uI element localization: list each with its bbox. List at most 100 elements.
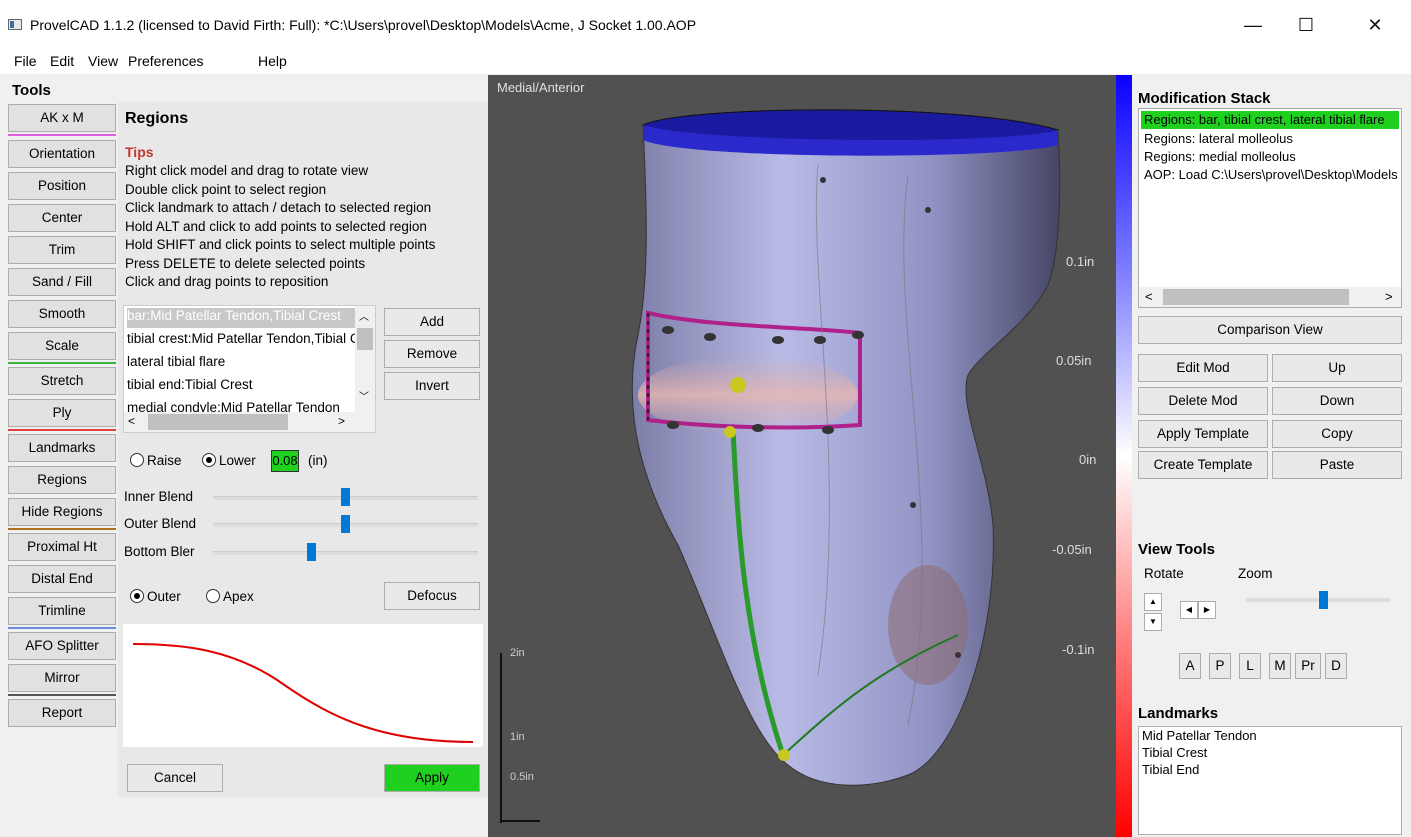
rotate-down-icon[interactable]: ▼ (1144, 613, 1162, 631)
apex-radio[interactable]: Apex (206, 589, 254, 604)
tool-distal-end-button[interactable]: Distal End (8, 565, 116, 593)
socket-model (631, 109, 1061, 786)
scroll-right-icon[interactable]: > (1385, 289, 1393, 304)
view-lateral-button[interactable]: L (1239, 653, 1261, 679)
list-item[interactable]: bar:Mid Patellar Tendon,Tibial Crest (127, 308, 355, 328)
scroll-thumb[interactable] (148, 414, 288, 430)
tool-proximal-ht-button[interactable]: Proximal Ht (8, 533, 116, 561)
menu-file[interactable]: File (14, 53, 37, 69)
maximize-button[interactable]: ☐ (1297, 15, 1315, 35)
edit-mod-button[interactable]: Edit Mod (1138, 354, 1268, 382)
list-item[interactable]: AOP: Load C:\Users\provel\Desktop\Models (1144, 167, 1398, 182)
tool-position-button[interactable]: Position (8, 172, 116, 200)
view-anterior-button[interactable]: A (1179, 653, 1201, 679)
separator (8, 362, 116, 364)
mod-stack-hscrollbar[interactable]: < > (1139, 287, 1401, 307)
comparison-view-button[interactable]: Comparison View (1138, 316, 1402, 344)
view-proximal-button[interactable]: Pr (1295, 653, 1321, 679)
outer-radio[interactable]: Outer (130, 589, 181, 604)
zoom-slider[interactable] (1246, 598, 1390, 602)
view-distal-button[interactable]: D (1325, 653, 1347, 679)
regions-list[interactable]: bar:Mid Patellar Tendon,Tibial Crest tib… (123, 305, 376, 433)
remove-button[interactable]: Remove (384, 340, 480, 368)
list-item[interactable]: Mid Patellar Tendon (1142, 728, 1257, 743)
tool-trimline-button[interactable]: Trimline (8, 597, 116, 625)
paste-button[interactable]: Paste (1272, 451, 1402, 479)
tool-afo-splitter-button[interactable]: AFO Splitter (8, 632, 116, 660)
bottom-blend-slider[interactable] (213, 551, 478, 555)
raise-label: Raise (147, 453, 182, 468)
scroll-thumb[interactable] (1163, 289, 1349, 305)
list-item[interactable]: tibial end:Tibial Crest (127, 377, 253, 392)
tool-orientation-button[interactable]: Orientation (8, 140, 116, 168)
add-button[interactable]: Add (384, 308, 480, 336)
tool-smooth-button[interactable]: Smooth (8, 300, 116, 328)
scroll-left-icon[interactable]: < (1145, 289, 1153, 304)
list-item[interactable]: tibial crest:Mid Patellar Tendon,Tibial … (127, 331, 355, 346)
up-button[interactable]: Up (1272, 354, 1402, 382)
create-template-button[interactable]: Create Template (1138, 451, 1268, 479)
model-viewport[interactable]: Medial/Anterior (488, 75, 1116, 837)
apply-template-button[interactable]: Apply Template (1138, 420, 1268, 448)
list-item[interactable]: Tibial End (1142, 762, 1200, 777)
list-item[interactable]: Tibial Crest (1142, 745, 1208, 760)
slider-thumb[interactable] (341, 488, 350, 506)
close-button[interactable]: ✕ (1367, 15, 1383, 35)
menu-edit[interactable]: Edit (50, 53, 75, 69)
landmarks-list[interactable]: Mid Patellar Tendon Tibial Crest Tibial … (1138, 726, 1402, 835)
defocus-button[interactable]: Defocus (384, 582, 480, 610)
view-posterior-button[interactable]: P (1209, 653, 1231, 679)
title-bar: ProvelCAD 1.1.2 (licensed to David Firth… (0, 0, 1411, 50)
minimize-button[interactable]: — (1244, 15, 1262, 35)
view-medial-button[interactable]: M (1269, 653, 1291, 679)
tool-ply-button[interactable]: Ply (8, 399, 116, 427)
delete-mod-button[interactable]: Delete Mod (1138, 387, 1268, 415)
tool-sand-fill-button[interactable]: Sand / Fill (8, 268, 116, 296)
menu-preferences[interactable]: Preferences (128, 53, 204, 69)
cancel-button[interactable]: Cancel (127, 764, 223, 792)
scroll-right-icon[interactable]: > (338, 414, 346, 428)
down-button[interactable]: Down (1272, 387, 1402, 415)
list-item[interactable]: Regions: lateral molleolus (1144, 131, 1293, 146)
rotate-right-icon[interactable]: ▶ (1198, 601, 1216, 619)
regions-hscrollbar[interactable]: < > (124, 412, 375, 432)
tip: Press DELETE to delete selected points (125, 255, 366, 271)
separator (8, 134, 116, 136)
invert-button[interactable]: Invert (384, 372, 480, 400)
slider-thumb[interactable] (307, 543, 316, 561)
scroll-up-icon[interactable]: ︿ (359, 312, 369, 323)
scroll-down-icon[interactable]: ﹀ (359, 392, 369, 403)
tool-report-button[interactable]: Report (8, 699, 116, 727)
rotate-left-icon[interactable]: ◀ (1180, 601, 1198, 619)
tool-stretch-button[interactable]: Stretch (8, 367, 116, 395)
tool-ak-x-m-button[interactable]: AK x M (8, 104, 116, 132)
regions-vscrollbar[interactable]: ︿ ﹀ (355, 306, 375, 414)
amount-input[interactable]: 0.08 (271, 450, 299, 472)
menu-help[interactable]: Help (258, 53, 287, 69)
list-item[interactable]: Regions: medial molleolus (1144, 149, 1296, 164)
tool-scale-button[interactable]: Scale (8, 332, 116, 360)
raise-radio[interactable]: Raise (130, 453, 182, 468)
scroll-left-icon[interactable]: < (128, 414, 136, 428)
slider-thumb[interactable] (341, 515, 350, 533)
menu-view[interactable]: View (88, 53, 119, 69)
tool-landmarks-button[interactable]: Landmarks (8, 434, 116, 462)
lower-radio[interactable]: Lower (202, 453, 256, 468)
mod-stack-list[interactable]: Regions: bar, tibial crest, lateral tibi… (1138, 108, 1402, 308)
list-item[interactable]: lateral tibial flare (127, 354, 226, 369)
copy-button[interactable]: Copy (1272, 420, 1402, 448)
apply-button[interactable]: Apply (384, 764, 480, 792)
scale-label: 0.5in (510, 771, 534, 783)
list-item[interactable]: Regions: bar, tibial crest, lateral tibi… (1141, 111, 1399, 129)
app-icon (8, 19, 22, 30)
slider-thumb[interactable] (1319, 591, 1328, 609)
list-item[interactable]: medial condyle:Mid Patellar Tendon (127, 400, 340, 412)
right-panel: Modification Stack Regions: bar, tibial … (1132, 75, 1411, 837)
tool-center-button[interactable]: Center (8, 204, 116, 232)
scroll-thumb[interactable] (357, 328, 373, 350)
rotate-up-icon[interactable]: ▲ (1144, 593, 1162, 611)
tool-mirror-button[interactable]: Mirror (8, 664, 116, 692)
tool-trim-button[interactable]: Trim (8, 236, 116, 264)
tool-regions-button[interactable]: Regions (8, 466, 116, 494)
tool-hide-regions-button[interactable]: Hide Regions (8, 498, 116, 526)
